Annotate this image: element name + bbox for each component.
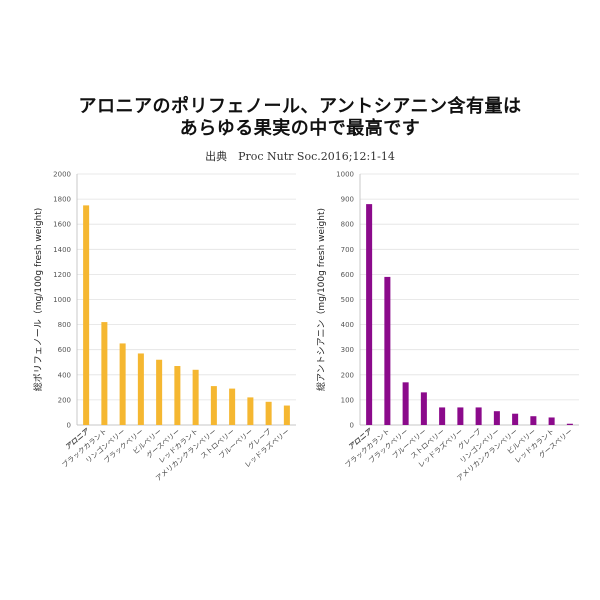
- bar-4: [137, 353, 144, 425]
- bar-10: [247, 397, 254, 425]
- y-tick-label: 1400: [53, 246, 71, 254]
- y-tick-label: 1000: [336, 171, 354, 179]
- y-tick-label: 900: [341, 196, 354, 204]
- y-tick-label: 2000: [53, 171, 71, 179]
- y-tick-label: 200: [341, 371, 354, 379]
- y-axis-label: 総ポリフェノール（mg/100g fresh weight): [32, 208, 44, 392]
- bar-11: [265, 401, 272, 425]
- y-tick-label: 100: [341, 396, 354, 404]
- source-citation: 出典 Proc Nutr Soc.2016;12:1-14: [205, 150, 395, 163]
- bar-7: [192, 369, 199, 425]
- bar-12: [283, 405, 290, 425]
- y-tick-label: 600: [341, 271, 354, 279]
- bar-9: [229, 388, 236, 425]
- bar-8: [493, 411, 500, 425]
- bar-3: [119, 343, 126, 425]
- y-tick-label: 600: [58, 346, 71, 354]
- y-tick-label: 0: [350, 422, 354, 430]
- y-tick-label: 1800: [53, 196, 71, 204]
- bar-6: [457, 407, 464, 425]
- bar-7: [475, 407, 482, 425]
- bar-5: [439, 407, 446, 425]
- bar-1: [366, 204, 373, 425]
- y-tick-label: 800: [58, 321, 71, 329]
- y-tick-label: 500: [341, 296, 354, 304]
- chart-1: 0 200 400 600 800 1000 1200 1400 1600 1800 2000 総ポリ…: [32, 171, 296, 483]
- y-tick-label: 300: [341, 346, 354, 354]
- bar-3: [402, 382, 409, 425]
- y-tick-label: 200: [58, 396, 71, 404]
- y-tick-label: 400: [58, 371, 71, 379]
- y-tick-label: 1000: [53, 296, 71, 304]
- bar-6: [174, 366, 181, 425]
- bar-10: [530, 416, 537, 425]
- y-tick-label: 800: [341, 221, 354, 229]
- bar-9: [512, 413, 519, 425]
- y-tick-label: 1600: [53, 221, 71, 229]
- bar-11: [548, 417, 555, 425]
- bar-8: [210, 386, 217, 425]
- bar-4: [420, 392, 427, 425]
- bar-5: [156, 359, 163, 425]
- y-tick-label: 700: [341, 246, 354, 254]
- bar-2: [384, 276, 391, 425]
- headline: アロニアのポリフェノール、アントシアニン含有量は あらゆる果実の中で最高です: [0, 96, 600, 140]
- chart-2: 0 100 200 300 400 500 600 700 800 900 1000 総アントシアニン…: [315, 171, 579, 483]
- bar-2: [101, 322, 108, 425]
- y-tick-label: 400: [341, 321, 354, 329]
- y-tick-label: 0: [67, 422, 71, 430]
- bar-12: [566, 423, 573, 425]
- headline-line-1: アロニアのポリフェノール、アントシアニン含有量は: [78, 96, 522, 117]
- y-axis-label: 総アントシアニン（mg/100g fresh weight): [315, 208, 327, 391]
- headline-line-2: あらゆる果実の中で最高です: [179, 118, 421, 139]
- y-tick-label: 1200: [53, 271, 71, 279]
- bar-1: [83, 205, 90, 425]
